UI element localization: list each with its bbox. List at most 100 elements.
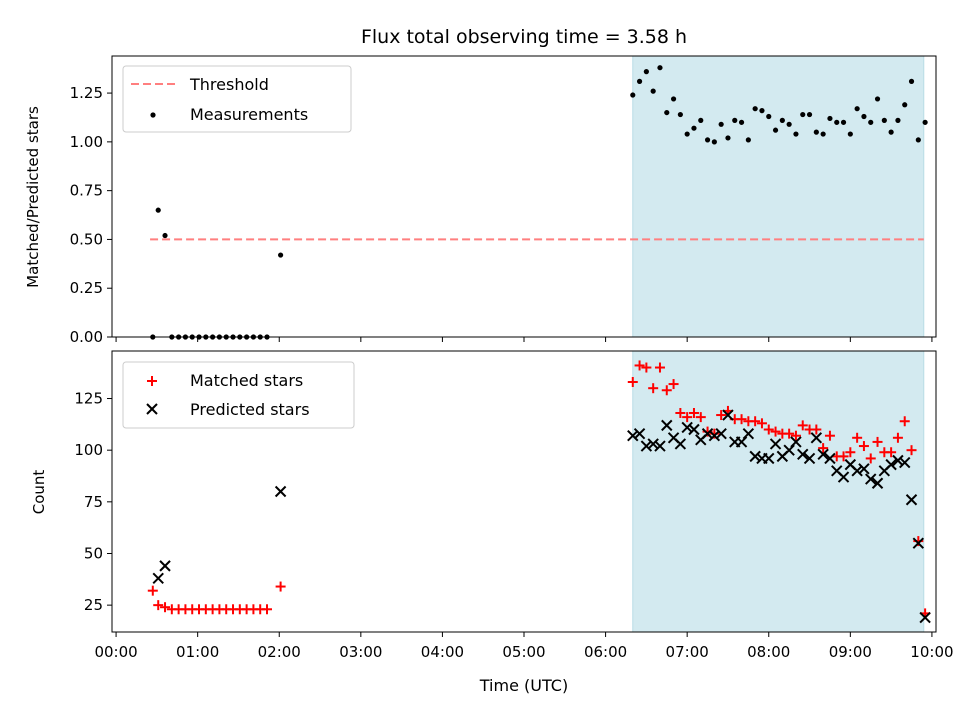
predicted-star-point (810, 432, 823, 444)
predicted-star-point (688, 423, 700, 436)
predicted-star-point (865, 473, 877, 485)
bottom-y-axis-label: Count (30, 470, 48, 515)
predicted-star-point (899, 456, 911, 469)
x-tick-label: 00:00 (94, 643, 137, 661)
matched-star-point (872, 436, 883, 447)
measurement-point (725, 135, 731, 141)
top-panel: 0.00 0.25 0.50 0.75 1.00 1.25 Flux total obse… (24, 26, 937, 346)
predicted-star-point (701, 427, 714, 440)
predicted-star-point (274, 485, 287, 498)
x-tick-label: 04:00 (421, 643, 464, 661)
matched-star-point (147, 585, 158, 596)
predicted-star-point (892, 454, 904, 467)
matched-star-point (756, 418, 767, 429)
matched-star-point (790, 430, 801, 441)
x-tick-label: 01:00 (176, 643, 219, 661)
measurement-point (908, 78, 915, 84)
top-y-ticks: 0.00 0.25 0.50 0.75 1.00 1.25 (70, 84, 112, 346)
matched-star-point (818, 443, 829, 454)
bottom-legend: Matched stars Predicted stars (122, 361, 355, 429)
measurement-point (738, 119, 745, 125)
top-y-tick-label: 1.25 (70, 84, 103, 102)
x-tick-label: 07:00 (666, 643, 709, 661)
legend-predicted-label: Predicted stars (190, 400, 310, 419)
bottom-y-tick-label: 75 (84, 493, 103, 511)
predicted-star-point (633, 427, 646, 440)
top-legend: Threshold Measurements (122, 65, 352, 133)
matched-star-point (275, 581, 286, 592)
predicted-star-point (640, 440, 653, 452)
x-tick-label: 02:00 (258, 643, 301, 661)
measurement-point (915, 137, 921, 143)
measurement-point (677, 111, 683, 118)
measurement-point (861, 113, 867, 120)
top-y-tick-label: 0.25 (70, 279, 103, 297)
top-y-tick-label: 0.75 (70, 182, 103, 200)
matched-star-point (770, 426, 781, 437)
measurement-point (881, 117, 887, 123)
matched-star-point (852, 432, 863, 443)
matched-stars-points (147, 360, 931, 619)
measurement-point (820, 131, 826, 137)
matched-star-point (824, 430, 835, 441)
predicted-star-point (769, 438, 782, 450)
matched-star-point (661, 385, 672, 396)
matched-star-point (892, 432, 903, 443)
x-axis-label: Time (UTC) (479, 676, 568, 695)
legend-predicted-swatch (146, 403, 158, 415)
measurement-point (155, 207, 161, 213)
matched-star-point (695, 412, 706, 423)
bottom-y-tick-label: 25 (84, 596, 103, 614)
predicted-star-point (627, 430, 639, 442)
predicted-star-point (905, 494, 918, 506)
matched-star-point (797, 420, 808, 431)
measurement-point (752, 106, 758, 112)
matched-star-point (675, 407, 686, 418)
measurement-point (704, 137, 711, 143)
matched-star-point (811, 424, 822, 435)
predicted-star-point (851, 465, 863, 477)
measurement-point (800, 111, 806, 118)
matched-star-point (858, 441, 869, 452)
predicted-star-point (674, 438, 687, 450)
predicted-star-point (681, 421, 693, 434)
predicted-star-point (871, 477, 884, 489)
matched-star-point (899, 416, 910, 427)
measurement-point (874, 96, 881, 102)
measurement-point (732, 117, 738, 123)
measurement-point (895, 117, 901, 123)
measurement-point (630, 92, 636, 98)
x-tick-label: 09:00 (829, 643, 872, 661)
predicted-star-point (159, 560, 171, 572)
top-y-tick-label: 0.50 (70, 230, 103, 248)
x-tick-label: 06:00 (584, 643, 627, 661)
matched-star-point (160, 602, 171, 613)
predicted-star-point (783, 444, 795, 456)
matched-star-point (886, 447, 897, 458)
bottom-observing-window-shade (632, 350, 925, 633)
predicted-star-point (661, 419, 673, 432)
bottom-axes-frame (111, 350, 937, 633)
measurement-point (643, 69, 649, 75)
matched-star-point (906, 445, 917, 456)
bottom-legend-box (122, 361, 355, 429)
predicted-star-point (722, 409, 734, 421)
measurement-point (902, 102, 908, 108)
measurement-point (162, 232, 168, 239)
measurement-point (847, 131, 853, 137)
measurement-point (888, 129, 894, 135)
matched-star-point (784, 428, 795, 439)
measurement-point (806, 111, 813, 118)
measurement-point (840, 119, 847, 125)
matched-star-point (262, 604, 273, 615)
predicted-star-point (885, 458, 897, 471)
measurement-point (684, 131, 690, 137)
matched-star-point (668, 379, 679, 390)
measurement-point (718, 121, 724, 127)
predicted-star-point (152, 572, 164, 584)
measurement-point (766, 113, 772, 120)
chart-title: Flux total observing time = 3.58 h (361, 26, 687, 48)
measurement-point (278, 252, 284, 258)
matched-star-point (736, 414, 747, 425)
